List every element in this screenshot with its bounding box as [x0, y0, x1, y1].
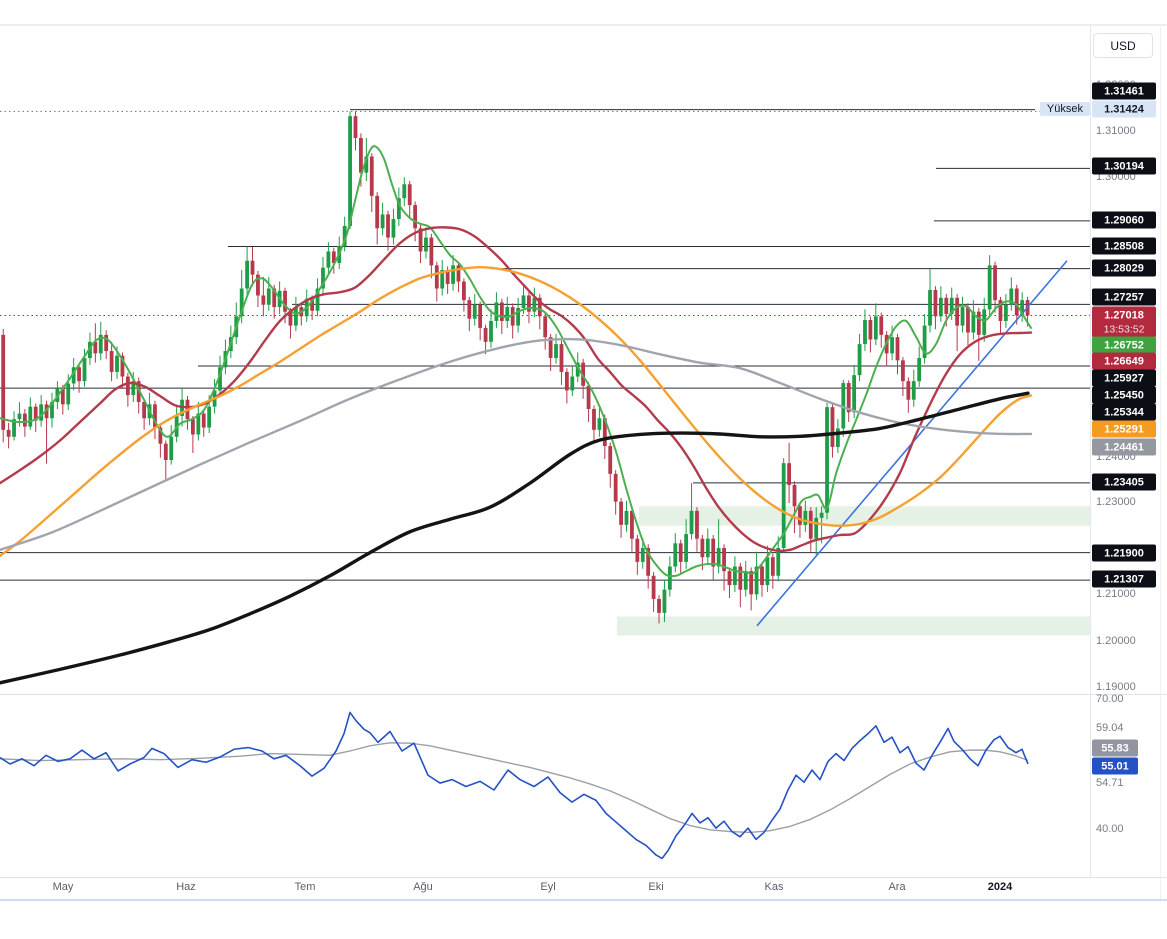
- price-axis-tick: 1.19000: [1096, 681, 1136, 693]
- price-badge: 1.29060: [1092, 211, 1156, 229]
- month-label: Eyl: [540, 881, 556, 893]
- price-badge: 1.31461: [1092, 82, 1156, 100]
- price-badge: 1.25291: [1092, 420, 1156, 438]
- price-axis-tick: 1.23000: [1096, 496, 1136, 508]
- support-zones: [617, 506, 1090, 636]
- price-badge: 1.21900: [1092, 544, 1156, 562]
- price-badge: 1.23405: [1092, 473, 1156, 491]
- price-badge: 1.25344: [1092, 403, 1156, 421]
- month-label: Ağu: [413, 881, 433, 893]
- month-label: May: [52, 881, 74, 893]
- price-badge: 1.24461: [1092, 438, 1156, 456]
- currency-toggle-button[interactable]: USD: [1093, 33, 1153, 58]
- month-label: Eki: [648, 881, 664, 893]
- indicator-axis-tick: 54.71: [1096, 777, 1124, 789]
- month-label: Ara: [888, 881, 906, 893]
- price-badge: 1.28508: [1092, 237, 1156, 255]
- month-label: 2024: [987, 881, 1013, 893]
- price-badge: 1.27257: [1092, 288, 1156, 306]
- oscillator-main-blue: [0, 711, 1029, 860]
- price-axis-tick: 1.20000: [1096, 635, 1136, 647]
- pane-separator[interactable]: [0, 694, 1167, 695]
- ma-medium-red: [0, 226, 1033, 553]
- price-badge: 1.30194: [1092, 157, 1156, 175]
- top-separator: [0, 24, 1167, 26]
- price-badge: 1.31424: [1092, 100, 1156, 118]
- ma-fast-green: [0, 145, 1032, 578]
- bottom-accent-line: [0, 899, 1167, 901]
- oscillator-signal-gray: [0, 742, 1029, 834]
- price-badge: 1.26649: [1092, 352, 1156, 370]
- high-price-label: Yüksek: [1039, 102, 1090, 116]
- price-badge: 1.21307: [1092, 570, 1156, 588]
- indicator-badge: 55.01: [1092, 757, 1138, 775]
- price-badge: 1.27018 13:53:52: [1092, 306, 1156, 338]
- month-label: Haz: [176, 881, 196, 893]
- indicator-axis-tick: 70.00: [1096, 693, 1124, 705]
- month-label: Tem: [294, 881, 316, 893]
- price-badge: 1.26752: [1092, 336, 1156, 354]
- indicator-axis-tick: 59.04: [1096, 722, 1124, 734]
- candlestick-series: [1, 111, 1030, 624]
- price-badge: 1.25927: [1092, 369, 1156, 387]
- price-badge: 1.25450: [1092, 386, 1156, 404]
- price-axis-tick: 1.21000: [1096, 588, 1136, 600]
- indicator-axis-tick: 40.00: [1096, 823, 1124, 835]
- price-axis-border: [1090, 25, 1091, 877]
- ma-200-black: [0, 391, 1030, 685]
- price-badge: 1.28029: [1092, 259, 1156, 277]
- ma-slow-orange: [0, 266, 1033, 558]
- time-axis-separator: [0, 877, 1167, 878]
- price-axis-tick: 1.31000: [1096, 125, 1136, 137]
- right-edge-line: [1160, 25, 1161, 902]
- month-label: Kas: [764, 881, 784, 893]
- countdown-timer: 13:53:52: [1103, 323, 1145, 335]
- indicator-badge: 55.83: [1092, 739, 1138, 757]
